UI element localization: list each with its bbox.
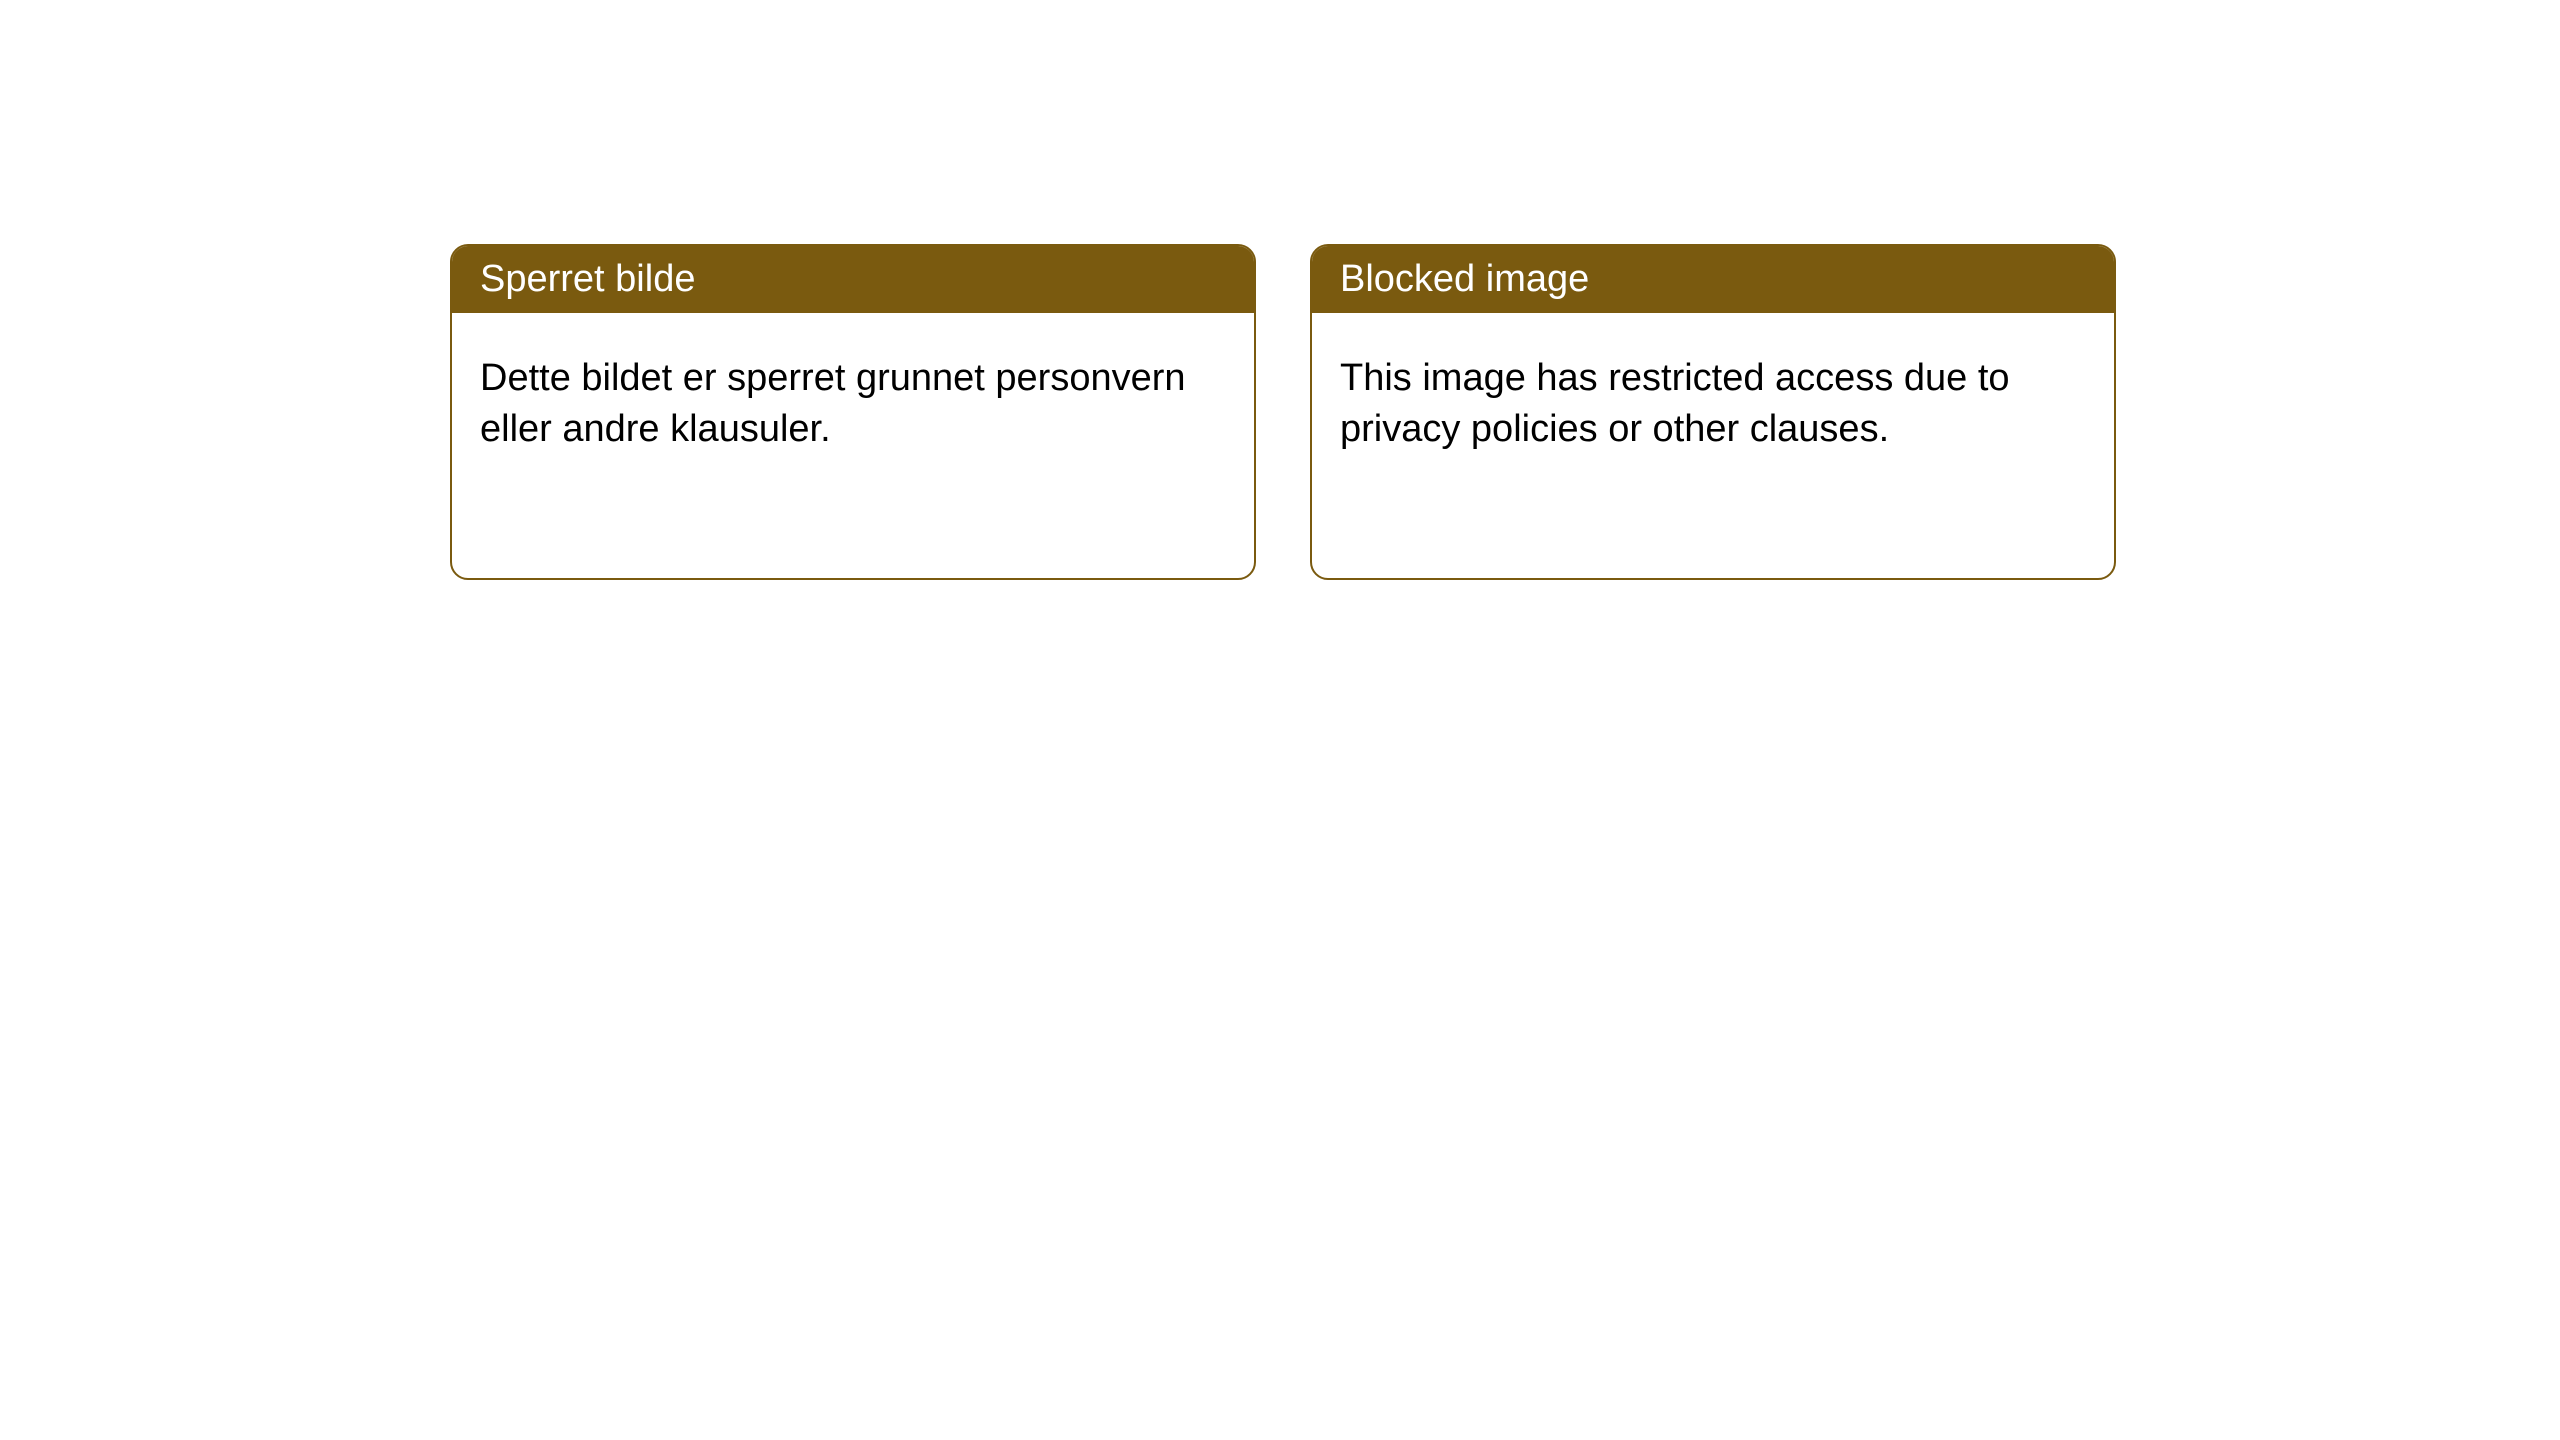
card-title: Blocked image xyxy=(1340,258,1589,300)
card-title: Sperret bilde xyxy=(480,258,695,300)
card-header: Sperret bilde xyxy=(452,246,1254,313)
notice-cards-container: Sperret bilde Dette bildet er sperret gr… xyxy=(0,0,2560,580)
notice-card-english: Blocked image This image has restricted … xyxy=(1310,244,2116,580)
card-header: Blocked image xyxy=(1312,246,2114,313)
card-body-text: This image has restricted access due to … xyxy=(1340,357,2010,450)
notice-card-norwegian: Sperret bilde Dette bildet er sperret gr… xyxy=(450,244,1256,580)
card-body-text: Dette bildet er sperret grunnet personve… xyxy=(480,357,1186,450)
card-body: This image has restricted access due to … xyxy=(1312,313,2114,496)
card-body: Dette bildet er sperret grunnet personve… xyxy=(452,313,1254,496)
